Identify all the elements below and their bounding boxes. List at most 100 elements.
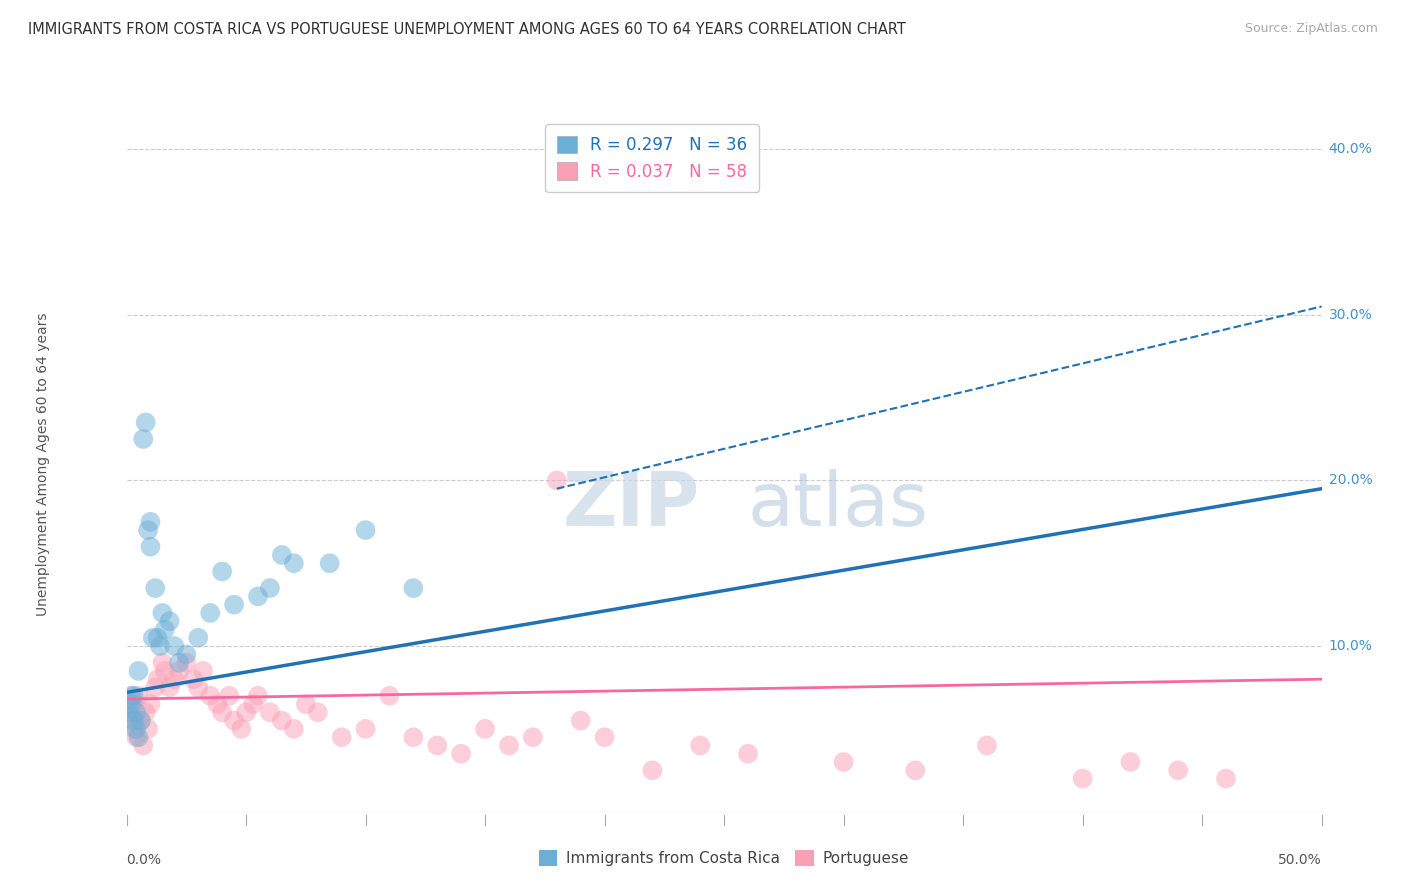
Point (125, 722, 148, 736)
Point (122, 689, 145, 703)
Point (143, 681, 166, 695)
Point (127, 689, 149, 703)
Point (270, 714, 294, 728)
Point (235, 706, 257, 720)
Point (832, 755, 855, 769)
Point (270, 548, 294, 562)
Point (118, 706, 141, 720)
Point (904, 764, 927, 778)
Point (174, 656, 197, 670)
Point (737, 747, 759, 761)
Point (283, 722, 305, 736)
Point (167, 664, 190, 678)
Point (187, 681, 209, 695)
Point (129, 714, 152, 728)
Text: 10.0%: 10.0% (1329, 639, 1372, 653)
Point (136, 523, 159, 537)
Point (153, 623, 176, 637)
Point (122, 714, 145, 728)
Point (122, 722, 145, 736)
Point (247, 689, 270, 703)
Point (118, 706, 141, 720)
Point (378, 689, 401, 703)
Point (132, 432, 155, 446)
Point (191, 664, 214, 678)
Text: IMMIGRANTS FROM COSTA RICA VS PORTUGUESE UNEMPLOYMENT AMONG AGES 60 TO 64 YEARS : IMMIGRANTS FROM COSTA RICA VS PORTUGUESE… (28, 22, 905, 37)
Point (149, 639, 172, 653)
Point (135, 416, 157, 430)
Point (146, 672, 169, 686)
Point (330, 730, 353, 744)
Point (120, 697, 142, 711)
Point (354, 722, 377, 736)
Point (354, 523, 377, 537)
Point (200, 689, 222, 703)
Point (143, 581, 166, 595)
Text: ZIP: ZIP (562, 469, 700, 542)
Point (183, 672, 205, 686)
Point (283, 556, 305, 570)
Point (450, 747, 472, 761)
Point (402, 730, 425, 744)
Point (641, 764, 664, 778)
Point (242, 697, 264, 711)
Point (522, 730, 544, 744)
Point (426, 739, 449, 753)
Point (139, 697, 162, 711)
Legend: Immigrants from Costa Rica, Portuguese: Immigrants from Costa Rica, Portuguese (531, 842, 917, 873)
Text: 50.0%: 50.0% (1278, 853, 1322, 867)
Point (142, 631, 165, 645)
Point (498, 739, 520, 753)
Point (259, 581, 281, 595)
Point (150, 656, 174, 670)
Point (259, 706, 281, 720)
Point (159, 681, 181, 695)
Point (294, 697, 316, 711)
Point (207, 697, 229, 711)
Point (129, 714, 152, 728)
Point (318, 556, 342, 570)
Point (174, 648, 197, 662)
Point (546, 474, 568, 488)
Point (222, 714, 246, 728)
Point (218, 689, 240, 703)
Point (125, 730, 148, 744)
Point (211, 565, 233, 579)
Point (187, 631, 209, 645)
Point (153, 664, 176, 678)
Point (135, 706, 157, 720)
Text: atlas: atlas (748, 469, 929, 542)
Text: 40.0%: 40.0% (1329, 142, 1372, 156)
Point (139, 515, 162, 529)
Point (689, 739, 711, 753)
Point (163, 639, 186, 653)
Point (1119, 755, 1142, 769)
Point (474, 722, 496, 736)
Point (569, 714, 592, 728)
Text: 20.0%: 20.0% (1329, 474, 1372, 487)
Text: Source: ZipAtlas.com: Source: ZipAtlas.com (1244, 22, 1378, 36)
Point (146, 631, 169, 645)
Text: 30.0%: 30.0% (1329, 308, 1372, 322)
Text: 0.0%: 0.0% (127, 853, 162, 867)
Point (167, 656, 190, 670)
Point (150, 606, 174, 620)
Point (120, 714, 142, 728)
Point (132, 739, 155, 753)
Point (976, 739, 998, 753)
Point (127, 664, 149, 678)
Point (125, 706, 148, 720)
Point (200, 606, 222, 620)
Point (127, 730, 149, 744)
Point (307, 706, 329, 720)
Point (139, 540, 162, 554)
Text: Unemployment Among Ages 60 to 64 years: Unemployment Among Ages 60 to 64 years (37, 312, 49, 615)
Point (1167, 764, 1189, 778)
Point (120, 689, 142, 703)
Point (211, 706, 233, 720)
Point (593, 730, 616, 744)
Point (163, 672, 186, 686)
Point (136, 722, 159, 736)
Point (122, 697, 145, 711)
Point (1071, 772, 1094, 786)
